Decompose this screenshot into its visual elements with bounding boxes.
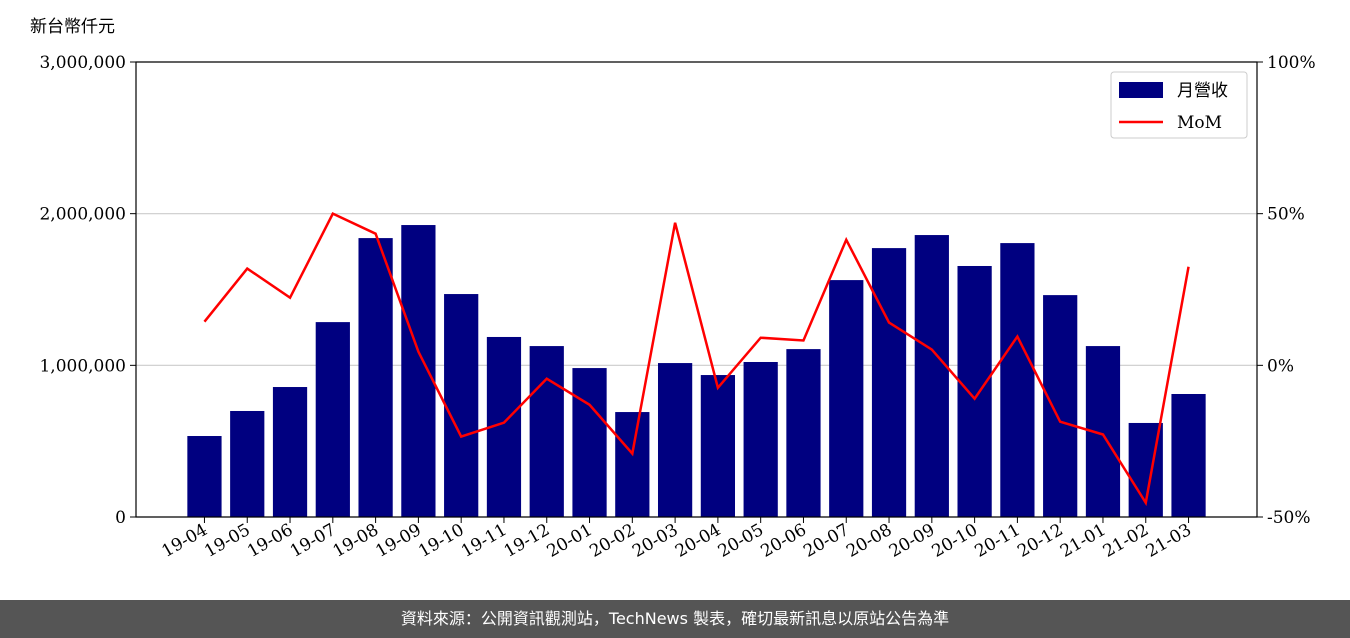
y-tick-label: 1,000,000 [39, 356, 126, 376]
bar [829, 280, 864, 517]
bar [1000, 243, 1035, 517]
x-tick-label: 19-08 [330, 520, 382, 562]
bar [358, 238, 393, 517]
x-tick-label: 20-05 [715, 520, 767, 562]
x-tick-label: 19-09 [372, 520, 424, 562]
bar [444, 294, 479, 517]
bar [529, 346, 564, 517]
bar [1171, 393, 1206, 517]
x-tick-label: 20-08 [843, 520, 895, 562]
bar [657, 363, 693, 517]
bar [401, 225, 436, 517]
x-tick-label: 20-11 [971, 520, 1023, 562]
bar [957, 265, 992, 517]
bar [871, 248, 907, 517]
bar [230, 410, 265, 517]
bar [743, 361, 778, 517]
bar [615, 412, 650, 517]
y2-tick-label: -50% [1267, 508, 1311, 528]
x-tick-label: 20-03 [629, 520, 681, 562]
legend-swatch [1119, 82, 1163, 98]
legend-label: 月營收 [1177, 81, 1228, 101]
x-tick-label: 20-01 [544, 520, 596, 562]
x-tick-label: 20-04 [672, 520, 724, 562]
footer-bar [0, 600, 1350, 638]
line [203, 212, 1190, 507]
y-tick-label: 2,000,000 [39, 205, 126, 225]
y-tick-label: 3,000,000 [39, 53, 126, 73]
x-tick-label: 20-06 [758, 520, 810, 562]
footer: 資料來源：公開資訊觀測站，TechNews 製表，確切最新訊息以原站公告為準 [401, 609, 949, 628]
bar [1043, 295, 1078, 517]
bar [315, 322, 350, 517]
x-tick-label: 20-02 [586, 520, 638, 562]
y2-tick-label: 0% [1267, 356, 1294, 376]
x-tick-label: 20-09 [886, 520, 938, 562]
x-tick-label: 19-10 [415, 520, 467, 562]
bar [187, 436, 222, 517]
x-tick-label: 19-04 [159, 520, 211, 562]
x-tick-label: 21-02 [1100, 520, 1152, 562]
bar [572, 368, 607, 517]
x-tick-label: 21-03 [1143, 520, 1195, 562]
x-tick-label: 21-01 [1057, 520, 1109, 562]
x-tick-label: 19-11 [458, 520, 510, 562]
y2-tick-label: 50% [1267, 205, 1305, 225]
y-unit-label: 新台幣仟元 [30, 17, 115, 37]
x-tick-label: 19-05 [201, 520, 253, 562]
bar [786, 349, 821, 517]
legend-label: MoM [1177, 113, 1222, 133]
bar [272, 387, 308, 517]
x-tick-label: 19-07 [287, 520, 339, 562]
x-tick-label: 20-07 [800, 520, 852, 562]
plot-frame [135, 61, 1258, 518]
bar [914, 235, 949, 517]
bar [700, 375, 736, 517]
x-tick-label: 20-10 [929, 520, 981, 562]
x-tick-label: 20-12 [1014, 520, 1066, 562]
x-tick-label: 19-12 [501, 520, 553, 562]
x-tick-label: 19-06 [244, 520, 296, 562]
y2-tick-label: 100% [1267, 53, 1316, 73]
y-tick-label: 0 [115, 508, 126, 528]
